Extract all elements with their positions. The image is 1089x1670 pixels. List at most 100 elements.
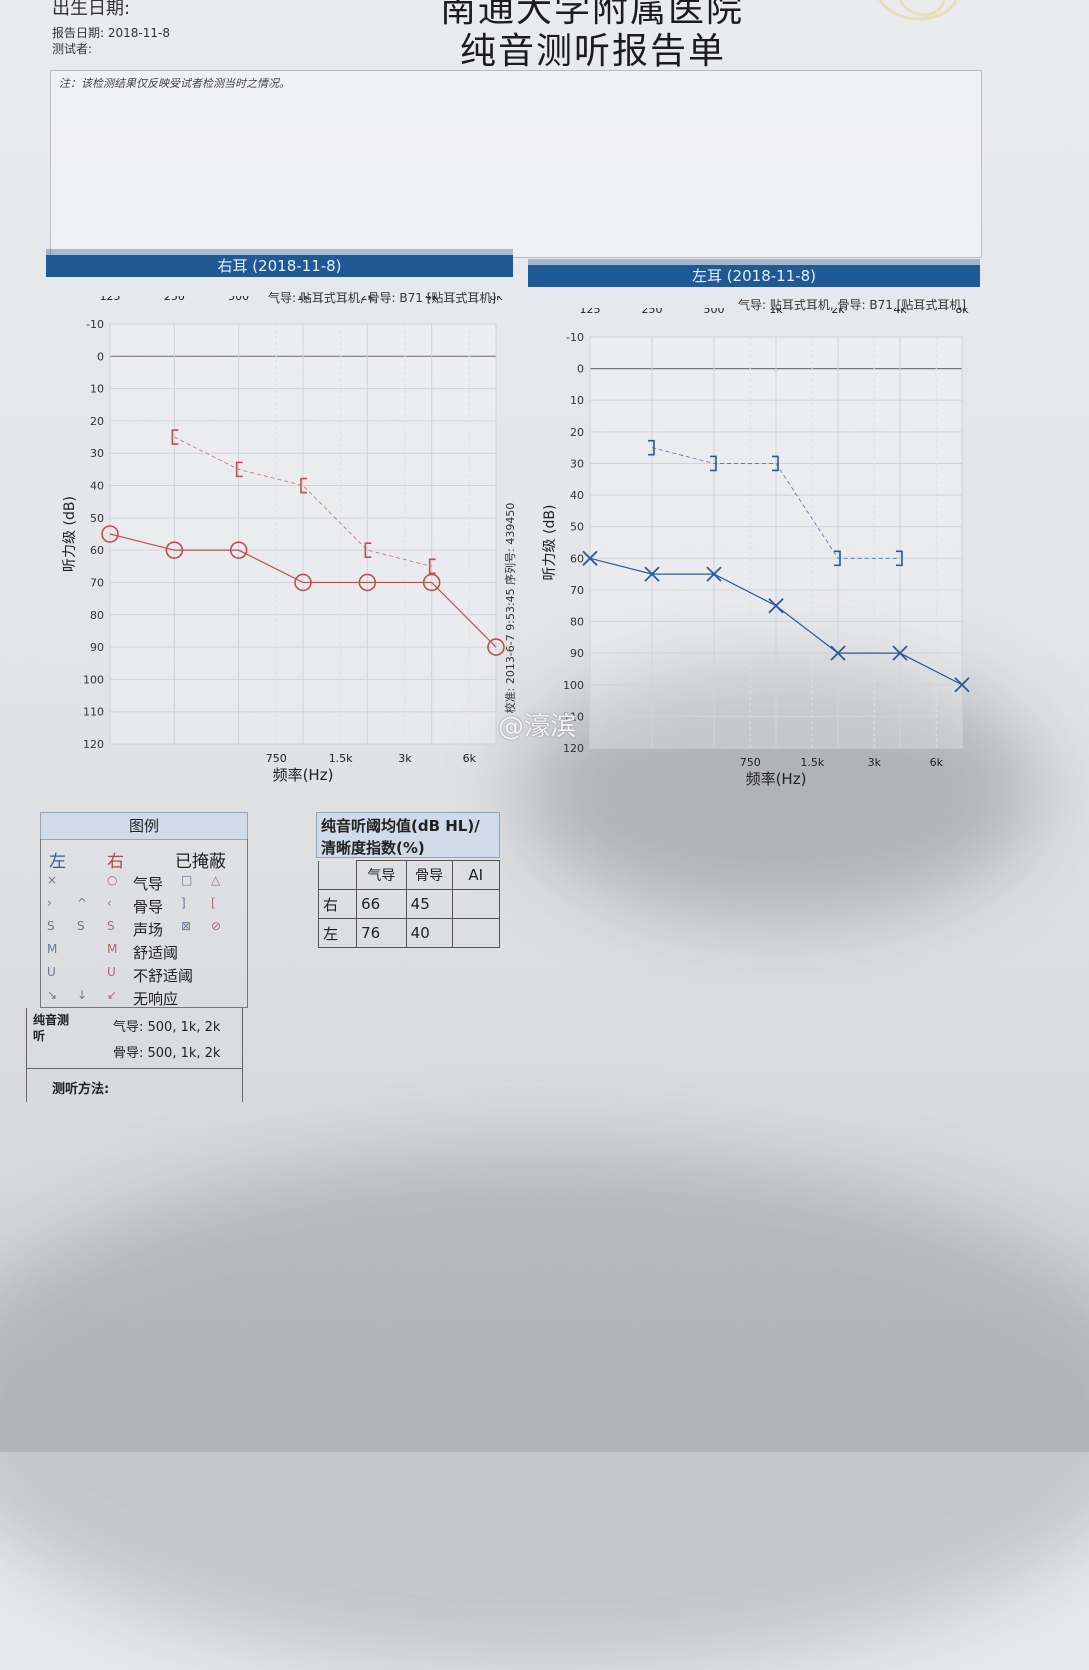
averages-air: 76 [356,918,407,948]
x-top-tick-label: 2k [831,308,845,316]
averages-title-line2: 清晰度指数(%) [321,839,425,857]
legend-title: 图例 [40,812,248,840]
averages-header-row: 气导 骨导 AI [317,860,501,890]
bone-conduction-point [235,461,243,478]
averages-air: 66 [356,889,407,919]
dob-label: 出生日期: [52,0,131,19]
legend-col-left: 左 [49,852,66,872]
legend-symbol-masked-1: □ [181,873,193,887]
air-conduction-line [109,533,497,648]
y-tick-label: 10 [570,394,584,407]
x-top-tick-label: 125 [100,296,121,303]
air-conduction-point [892,645,908,661]
y-tick-label: 90 [90,641,104,654]
legend-panel: 图例 左 右 已掩蔽 × ○ 气导 □ △ › ^ ‹ 骨导] [S S S 声场 ⊠ ⊘ M M 舒适阈 U U 不舒… [26,812,248,1102]
x-top-tick-label: 250 [642,308,663,316]
air-conduction-point [768,598,784,614]
legend-label: 无响应 [133,990,179,1008]
air-conduction-point [294,573,312,592]
watermark: @濠滨 [498,712,577,742]
y-axis-label: 听力级 (dB) [62,496,78,572]
y-tick-label: 40 [570,489,584,502]
bone-conduction-point [648,439,655,456]
y-tick-label: 50 [570,521,584,534]
legend-body: 左 右 已掩蔽 × ○ 气导 □ △ › ^ ‹ 骨导] [S S S 声场 ⊠ ⊘ M M 舒适阈 U U 不舒适阈 ↘… [40,839,248,1008]
air-conduction-point [706,566,722,582]
legend-symbol-left: U [47,965,56,979]
y-tick-label: 80 [570,616,584,629]
legend-symbol-masked-2: [ [211,896,216,910]
air-conduction-point [644,566,660,582]
y-tick-label: 0 [97,350,104,363]
averages-bone: 45 [405,889,453,919]
legend-label: 声场 [133,921,164,939]
x-bottom-tick-label: 3k [868,756,882,769]
hospital-name: 南通大学附属医院 [440,0,745,30]
report-date: 报告日期: 2018-11-8 [52,26,170,40]
legend-symbol-masked-1: ] [181,896,186,910]
bone-conduction-line [651,447,900,559]
right-ear-audiogram: -10 0 10 20 30 40 50 60 70 80 90 100 110 120 125 250 500… [62,296,505,784]
x-top-tick-label: 4k [893,308,907,316]
legend-symbol-left: › [47,896,52,910]
pure-tone-average-box: 纯音测听 气导: 500, 1k, 2k 骨导: 500, 1k, 2k [26,1008,243,1069]
averages-ai [451,918,501,948]
averages-row-right: 右 66 45 [317,889,501,919]
legend-symbol-right: ↙ [107,988,118,1002]
pure-tone-air: 气导: 500, 1k, 2k [113,1020,221,1035]
x-top-tick-label: 1k [296,296,310,303]
air-conduction-point [422,573,441,592]
y-tick-label: 60 [570,552,584,565]
air-conduction-point [487,638,505,656]
y-tick-label: 50 [90,512,104,525]
bone-conduction-point [428,558,436,575]
x-top-tick-label: 1k [769,308,783,316]
legend-label: 不舒适阈 [133,967,194,985]
x-top-tick-label: 8k [489,296,503,303]
averages-panel: 纯音听阈均值(dB HL)/ 清晰度指数(%) 气导 骨导 AI 右 66 45… [316,812,501,958]
x-top-tick-label: 2k [361,296,375,303]
test-method-label: 测听方法: [52,1082,110,1097]
averages-col-ai: AI [451,860,501,890]
y-tick-label: 100 [83,673,104,686]
air-conduction-point [229,541,248,559]
pure-tone-bone: 骨导: 500, 1k, 2k [113,1046,221,1061]
air-conduction-point [358,573,377,592]
x-top-tick-label: 8k [955,308,969,316]
bone-conduction-point [896,550,903,567]
averages-ear: 左 [317,918,358,948]
y-tick-label: 90 [570,647,584,660]
legend-symbol-right: U [107,965,116,979]
x-bottom-tick-label: 750 [266,752,287,765]
right-ear-transducer: 气导: 贴耳式耳机, 骨导: B71 [贴耳式耳机] [268,291,497,305]
y-tick-label: 110 [563,710,584,723]
legend-col-masked: 已掩蔽 [175,852,226,872]
y-tick-label: 120 [563,742,584,755]
tester-label: 测试者: [52,42,93,56]
legend-label: 骨导 [133,898,164,916]
y-tick-label: -10 [86,318,104,331]
y-tick-label: 100 [563,679,584,692]
legend-symbol-masked-2: △ [211,873,221,887]
x-bottom-tick-label: 3k [398,752,412,765]
legend-symbol-left: × [47,873,58,887]
y-tick-label: 10 [90,383,104,396]
note-text: 注：该检测结果仅反映受试者检测当时之情况。 [59,77,290,90]
x-bottom-tick-label: 1.5k [329,752,353,765]
x-top-tick-label: 4k [425,296,439,303]
averages-ai [451,889,501,919]
y-tick-label: 120 [83,738,104,751]
left-ear-audiogram: -10 0 10 20 30 40 50 60 70 80 90 100 110 120 125 250 500… [542,308,970,788]
averages-col-air: 气导 [356,860,407,890]
left-ear-transducer: 气导: 贴耳式耳机, 骨导: B71 [贴耳式耳机] [738,298,967,312]
air-conduction-point [101,525,119,543]
y-tick-label: 60 [90,544,104,557]
bone-conduction-point [834,550,841,567]
legend-symbol-masked-1: ⊠ [181,919,192,933]
legend-symbol-right: S [107,919,115,933]
averages-corner [317,860,358,890]
left-ear-title: 左耳 (2018-11-8) [528,259,980,287]
averages-title: 纯音听阈均值(dB HL)/ 清晰度指数(%) [316,812,500,858]
y-axis-label: 听力级 (dB) [542,505,558,581]
bone-conduction-point [300,477,307,494]
